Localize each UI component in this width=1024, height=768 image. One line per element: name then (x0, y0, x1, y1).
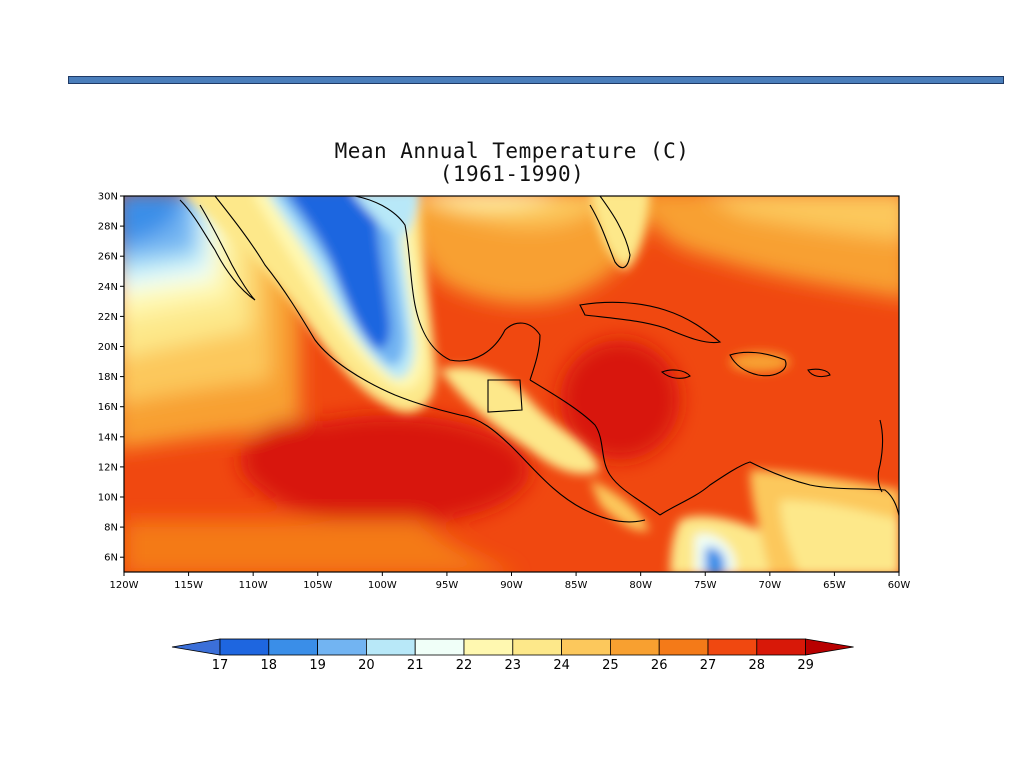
colorbar-label: 19 (309, 658, 326, 673)
colorbar-label: 27 (700, 658, 717, 673)
field-pacific-blue (124, 196, 181, 244)
lon-tick-label: 65W (823, 580, 846, 591)
colorbar-swatch (219, 638, 270, 656)
temperature-field (124, 196, 899, 572)
colorbar-label: 17 (212, 658, 229, 673)
colorbar-label: 20 (358, 658, 375, 673)
colorbar-swatch (268, 638, 318, 656)
lat-tick-label: 24N (98, 282, 118, 293)
colorbar-swatch (658, 638, 709, 656)
colorbar-swatch (610, 638, 660, 656)
coast-south-america (659, 461, 899, 518)
lon-tick-label: 90W (500, 580, 523, 591)
field-gulf-pale (430, 196, 550, 207)
lat-tick-label: 18N (98, 372, 118, 383)
coast-cuba (579, 301, 722, 344)
colorbar-right-arrow (805, 638, 854, 656)
lon-tick-label: 70W (759, 580, 782, 591)
lon-tick-label: 60W (888, 580, 911, 591)
field-guatemala-highlands (440, 366, 600, 474)
colorbar-label: 28 (749, 658, 766, 673)
coast-central-america (529, 379, 661, 516)
colorbar-label: 23 (505, 658, 522, 673)
map-title: Mean Annual Temperature (C) (1961-1990) (0, 140, 1024, 186)
coast-border-guatemala (487, 379, 523, 413)
lat-tick-label: 6N (104, 553, 118, 564)
colorbar-swatch (414, 638, 465, 656)
colorbar-label: 26 (651, 658, 668, 673)
colorbar-swatch (365, 638, 416, 656)
colorbar-label: 24 (553, 658, 570, 673)
field-hispaniola (730, 352, 790, 372)
coast-puerto-rico (807, 368, 831, 378)
colorbar-label: 18 (261, 658, 278, 673)
lon-tick-label: 105W (303, 580, 332, 591)
field-mexico-plateau-blue (289, 196, 390, 349)
lat-tick-label: 8N (104, 523, 118, 534)
colorbar-label: 29 (797, 658, 814, 673)
coast-mexico-west (214, 196, 646, 523)
field-gulf-orange (400, 196, 650, 304)
lat-tick-label: 14N (98, 432, 118, 443)
lat-tick-label: 12N (98, 462, 118, 473)
coast-gulf (354, 196, 541, 381)
field-andes-blue (705, 547, 725, 572)
lon-tick-label: 100W (368, 580, 397, 591)
lon-tick-label: 115W (174, 580, 203, 591)
lat-tick-label: 20N (98, 342, 118, 353)
lat-tick-label: 26N (98, 252, 118, 263)
field-pacific-warm-core2 (240, 420, 360, 500)
lon-tick-label: 95W (436, 580, 459, 591)
title-line-1: Mean Annual Temperature (C) (334, 139, 690, 163)
colorbar-swatch (707, 638, 758, 656)
lat-tick-label: 28N (98, 222, 118, 233)
lat-tick-label: 30N (98, 192, 118, 203)
colorbar-swatch (561, 638, 611, 656)
lon-tick-label: 85W (565, 580, 588, 591)
field-venezuela-yellow (780, 500, 899, 572)
colorbar-swatch (317, 638, 367, 656)
coast-baja (179, 199, 256, 301)
latitude-axis: 30N 28N 26N 24N 22N 20N 18N 16N 14N 12N 10N 8N 6N (98, 192, 124, 564)
lat-tick-label: 10N (98, 493, 118, 504)
colorbar-left-arrow (171, 638, 221, 656)
colorbar-label: 21 (407, 658, 424, 673)
coast-florida (589, 196, 631, 269)
field-caribbean-warm-core (560, 340, 680, 460)
coast-jamaica (660, 369, 691, 379)
field-florida (590, 196, 650, 270)
colorbar-label: 22 (456, 658, 473, 673)
colorbar: 17 18 19 20 21 22 23 24 25 26 27 28 29 (171, 638, 854, 673)
lon-tick-label: 120W (110, 580, 139, 591)
coast-lesser-antilles (877, 419, 884, 493)
colorbar-label: 25 (602, 658, 619, 673)
lon-tick-label: 110W (239, 580, 268, 591)
lat-tick-label: 22N (98, 312, 118, 323)
field-costarica-highlands (590, 480, 650, 531)
colorbar-swatch (512, 638, 562, 656)
title-line-2: (1961-1990) (439, 162, 585, 186)
field-north-yellow (709, 196, 899, 240)
colorbar-swatch (463, 638, 514, 656)
lon-tick-label: 80W (629, 580, 652, 591)
colorbar-swatch (756, 638, 806, 656)
coast-hispaniola (729, 351, 787, 377)
coastlines (179, 196, 899, 523)
lat-tick-label: 16N (98, 402, 118, 413)
lon-tick-label: 75W (694, 580, 717, 591)
longitude-axis: 120W 115W 110W 105W 100W 95W 90W 85W 80W 75W 70W 65… (110, 572, 911, 591)
field-texas-cool (354, 196, 420, 240)
field-south-orange (124, 520, 513, 572)
header-divider-bar (68, 76, 1004, 84)
